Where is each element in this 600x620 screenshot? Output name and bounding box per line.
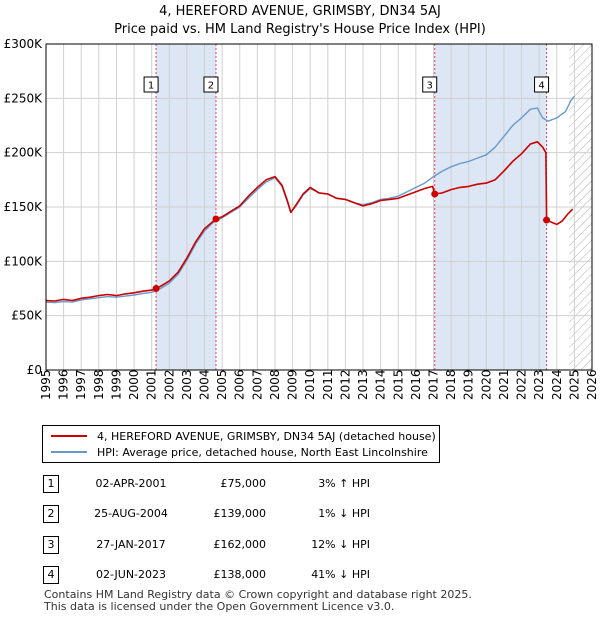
sale-box-label: 1 (148, 81, 154, 92)
y-tick-label: £250K (4, 91, 44, 105)
legend-swatch-property (51, 435, 87, 437)
x-tick-label: 2005 (215, 369, 229, 400)
sale-date: 27-JAN-2017 (96, 538, 166, 551)
x-tick-label: 1998 (92, 369, 106, 400)
y-tick-label: £100K (4, 254, 44, 268)
x-tick-label: 2009 (286, 369, 300, 400)
y-tick-label: £300K (4, 37, 44, 51)
x-tick-label: 2010 (303, 369, 317, 400)
x-tick-label: 1997 (74, 369, 88, 400)
x-tick-label: 1999 (109, 369, 123, 400)
sale-date: 02-APR-2001 (95, 477, 167, 490)
x-tick-label: 2000 (127, 369, 141, 400)
sale-marker-label: 2 (43, 505, 59, 523)
x-tick-label: 2020 (479, 369, 493, 400)
x-tick-label: 1996 (57, 369, 71, 400)
x-tick-label: 2023 (532, 369, 546, 400)
x-tick-label: 2025 (567, 369, 581, 400)
footer-licence: This data is licensed under the Open Gov… (44, 600, 395, 613)
y-tick-label: £0 (27, 363, 42, 377)
sale-box-label: 2 (208, 81, 214, 92)
sale-box-label: 4 (538, 81, 544, 92)
plot-frame (45, 43, 593, 371)
x-tick-label: 2026 (585, 369, 599, 400)
x-tick-label: 2011 (321, 369, 335, 400)
chart-title-line2: Price paid vs. HM Land Registry's House … (114, 22, 486, 37)
property-line (45, 141, 574, 302)
legend-label-hpi: HPI: Average price, detached house, Nort… (97, 445, 428, 459)
sale-point (212, 215, 220, 223)
sale-price: £162,000 (213, 538, 267, 551)
legend-item-hpi: HPI: Average price, detached house, Nort… (51, 444, 428, 460)
sale-marker-label: 1 (43, 475, 59, 493)
sale-row: 1 02-APR-2001 £75,000 3% ↑ HPI (0, 474, 600, 494)
x-tick-label: 2018 (444, 369, 458, 400)
footer: Contains HM Land Registry data © Crown c… (44, 589, 472, 613)
x-tick-label: 2004 (198, 369, 212, 400)
x-tick-label: 2007 (250, 369, 264, 400)
y-tick-label: £50K (11, 309, 43, 323)
sale-hpi-diff: 1% ↓ HPI (318, 507, 370, 520)
sale-marker-label: 3 (43, 536, 59, 554)
x-tick-label: 2002 (162, 369, 176, 400)
chart-title: 4, HEREFORD AVENUE, GRIMSBY, DN34 5AJ Pr… (0, 3, 600, 39)
x-tick-label: 2016 (409, 369, 423, 400)
sale-row: 4 02-JUN-2023 £138,000 41% ↓ HPI (0, 565, 600, 585)
legend-swatch-hpi (51, 451, 87, 453)
sale-hpi-diff: 41% ↓ HPI (311, 568, 370, 581)
x-tick-label: 2014 (374, 369, 388, 400)
sale-box (143, 76, 159, 93)
x-tick-label: 2001 (145, 369, 159, 400)
sale-hpi-diff: 3% ↑ HPI (318, 477, 370, 490)
sale-hpi-diff: 12% ↓ HPI (311, 538, 370, 551)
sale-box (534, 76, 550, 93)
sale-price: £138,000 (213, 568, 267, 581)
sale-point (152, 285, 160, 292)
x-tick-label: 2022 (515, 369, 529, 400)
sale-row: 2 25-AUG-2004 £139,000 1% ↓ HPI (0, 504, 600, 524)
sale-box (203, 76, 219, 93)
x-tick-label: 2006 (233, 369, 247, 400)
footer-copyright: Contains HM Land Registry data © Crown c… (44, 588, 472, 601)
x-tick-label: 2015 (391, 369, 405, 400)
legend-item-property: 4, HEREFORD AVENUE, GRIMSBY, DN34 5AJ (d… (51, 428, 436, 444)
chart-title-line1: 4, HEREFORD AVENUE, GRIMSBY, DN34 5AJ (159, 4, 441, 19)
x-tick-label: 2019 (462, 369, 476, 400)
sale-point (431, 190, 439, 198)
x-tick-label: 2017 (426, 369, 440, 400)
x-tick-label: 2008 (268, 369, 282, 400)
sale-box (422, 76, 438, 93)
x-tick-label: 2012 (338, 369, 352, 400)
hpi-line (45, 95, 575, 304)
x-tick-label: 1995 (39, 369, 53, 400)
sale-box-label: 3 (427, 81, 433, 92)
sale-row: 3 27-JAN-2017 £162,000 12% ↓ HPI (0, 535, 600, 555)
x-tick-label: 2024 (550, 369, 564, 400)
sale-date: 02-JUN-2023 (95, 568, 167, 581)
y-tick-label: £200K (4, 146, 44, 160)
x-tick-label: 2003 (180, 369, 194, 400)
x-tick-label: 2013 (356, 369, 370, 400)
sale-marker-label: 4 (43, 566, 59, 584)
legend: 4, HEREFORD AVENUE, GRIMSBY, DN34 5AJ (d… (42, 425, 440, 463)
sale-point (543, 216, 551, 224)
sale-price: £139,000 (213, 507, 267, 520)
x-tick-label: 2021 (497, 369, 511, 400)
sale-price: £75,000 (220, 477, 267, 490)
price-chart: 1 2 3 4 £0 £50K £100K £150K £200K £250K £300K 1995 1… (4, 37, 599, 400)
sale-date: 25-AUG-2004 (94, 507, 168, 520)
legend-label-property: 4, HEREFORD AVENUE, GRIMSBY, DN34 5AJ (d… (97, 429, 436, 443)
y-tick-label: £150K (4, 200, 44, 214)
